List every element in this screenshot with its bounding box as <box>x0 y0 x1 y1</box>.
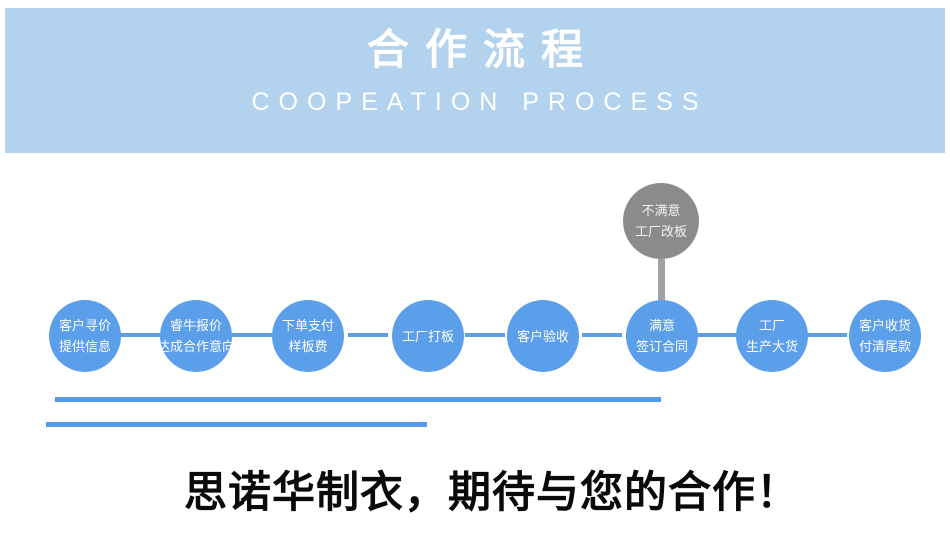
step-connector-line <box>465 333 505 337</box>
step-label: 客户收货 <box>858 318 911 333</box>
step-customer-inquiry: 客户寻价 提供信息 <box>49 300 121 372</box>
step-customer-acceptance: 客户验收 <box>507 300 579 372</box>
header-banner: 合作流程 COOPEATION PROCESS <box>5 8 945 153</box>
page-title: 合作流程 <box>366 26 599 73</box>
decorative-underline-short <box>46 422 427 427</box>
step-connector-line <box>232 333 272 337</box>
step-label: 客户寻价 <box>58 318 111 333</box>
step-pay-sample-fee: 下单支付 样板费 <box>272 300 344 372</box>
step-connector-line <box>348 333 388 337</box>
step-label: 提供信息 <box>58 339 111 354</box>
step-label: 工厂打板 <box>401 328 454 344</box>
step-sign-contract: 满意 签订合同 <box>626 300 698 372</box>
step-label: 不满意 <box>641 203 681 218</box>
step-label: 工厂改板 <box>634 224 687 239</box>
step-label: 付清尾款 <box>858 339 911 354</box>
step-label: 签订合同 <box>635 339 688 354</box>
step-quotation: 睿牛报价 达成合作意向 <box>157 300 236 372</box>
step-label: 生产大货 <box>745 339 798 354</box>
reject-branch-connector-line <box>658 259 665 300</box>
step-label: 下单支付 <box>281 318 334 333</box>
step-connector-line <box>120 333 160 337</box>
step-label: 客户验收 <box>516 328 569 344</box>
step-connector-line <box>582 333 622 337</box>
step-label: 满意 <box>648 318 675 333</box>
step-receive-goods-pay-balance: 客户收货 付清尾款 <box>849 300 921 372</box>
slogan-text: 思诺华制衣，期待与您的合作！ <box>184 470 800 517</box>
decorative-underline-long <box>55 397 661 402</box>
step-factory-sample: 工厂打板 <box>392 300 464 372</box>
step-bulk-production: 工厂 生产大货 <box>736 300 808 372</box>
step-label: 达成合作意向 <box>157 339 236 354</box>
page-subtitle: COOPEATION PROCESS <box>251 88 708 116</box>
step-dissatisfied-rework: 不满意 工厂改板 <box>623 183 699 259</box>
step-connector-line <box>697 333 737 337</box>
step-connector-line <box>807 333 847 337</box>
step-label: 睿牛报价 <box>169 318 222 333</box>
step-label: 样板费 <box>288 339 328 354</box>
step-label: 工厂 <box>758 318 785 333</box>
